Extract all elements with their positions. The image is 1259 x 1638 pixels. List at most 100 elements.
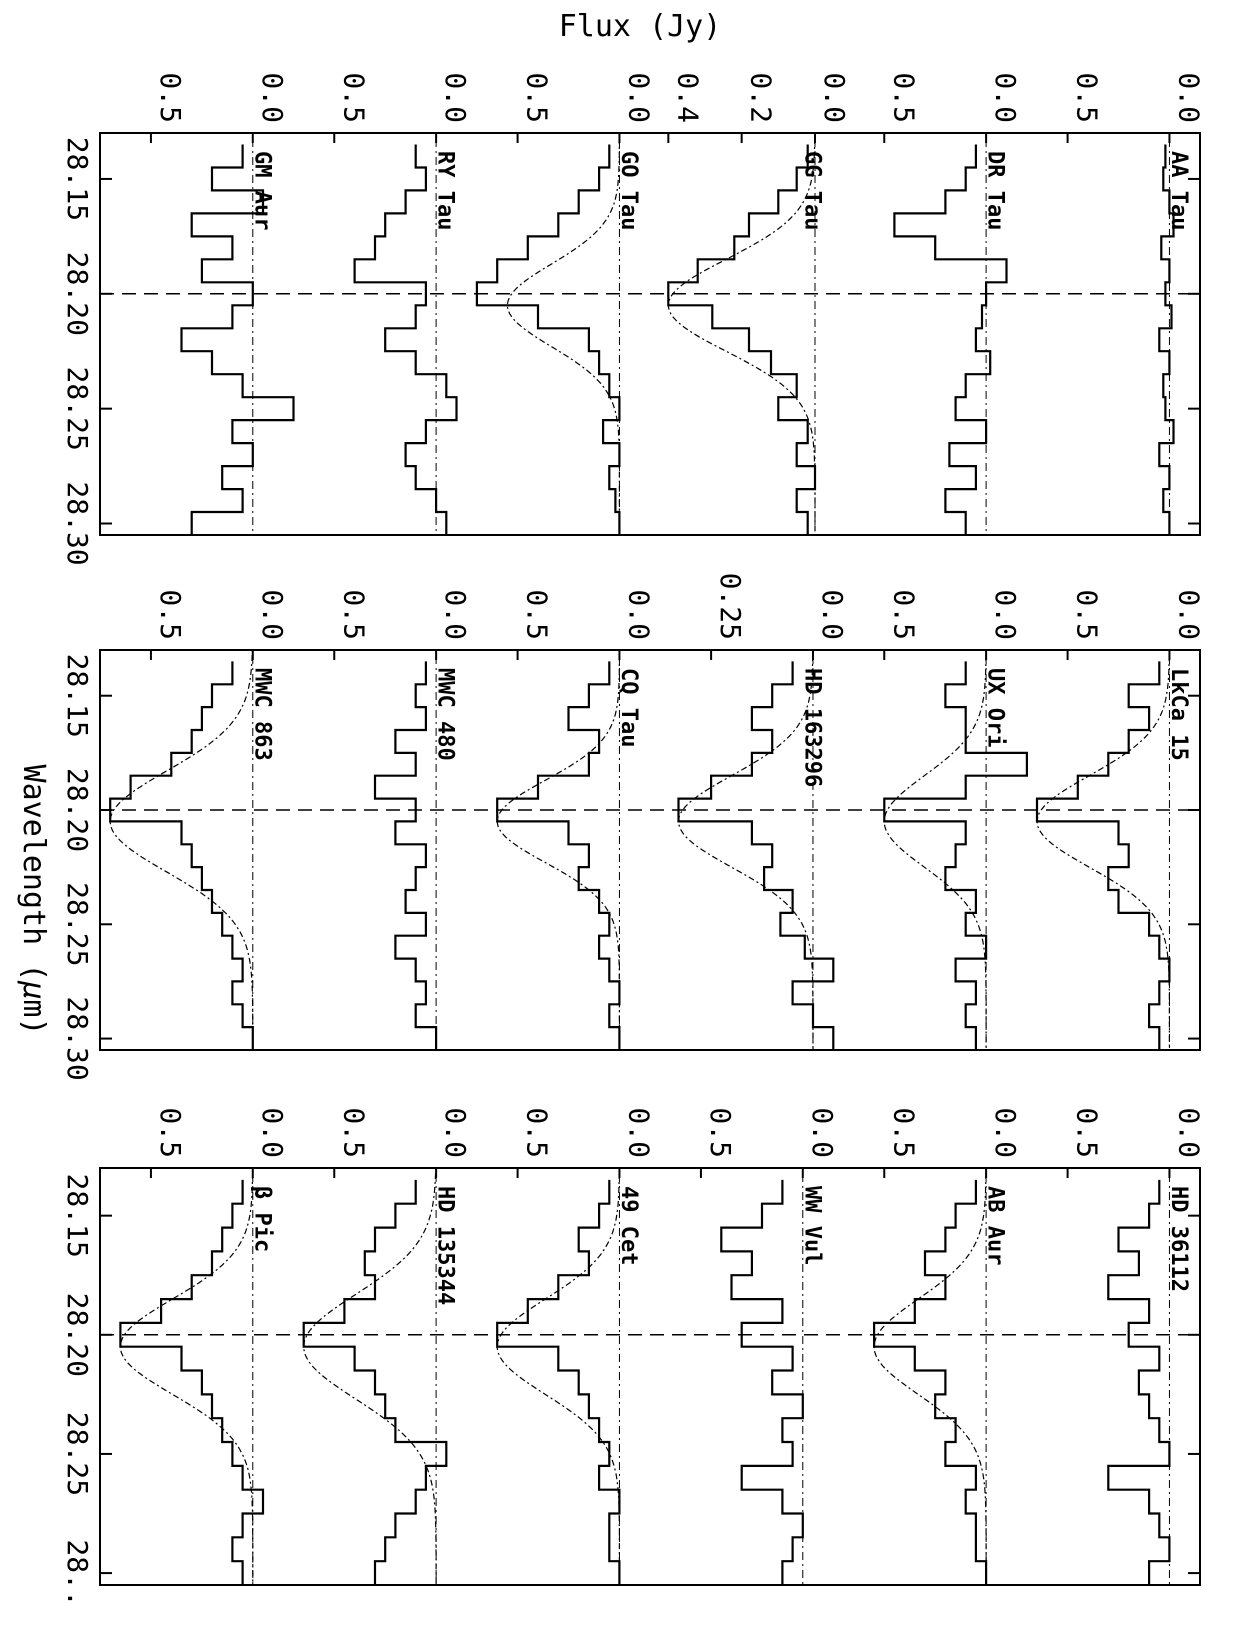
- flux-tick-label: 0.0: [1172, 1107, 1205, 1158]
- wave-tick-label: 28..: [61, 1539, 94, 1606]
- panel--pic: 0.0 0.5 β Pic: [119, 1107, 289, 1585]
- model-fit-line: [496, 1168, 620, 1585]
- spectrum-line: [302, 1179, 448, 1585]
- panel-hd-135344: 0.0 0.5 HD 135344: [302, 1107, 472, 1585]
- spectrum-line: [109, 661, 254, 1050]
- flux-tick-label: 0.0: [806, 1107, 839, 1158]
- panel-cq-tau: 0.0 0.5 CQ Tau: [496, 589, 655, 1050]
- flux-tick-label: 0.0: [1172, 72, 1205, 123]
- flux-tick-label: 0.4: [671, 72, 704, 123]
- flux-tick-label: 0.2: [745, 72, 778, 123]
- panel-name-label: RY Tau: [433, 151, 458, 230]
- model-fit-line: [506, 133, 620, 535]
- flux-tick-label: 0.5: [1071, 1107, 1104, 1158]
- flux-tick-label: 0.0: [256, 1107, 289, 1158]
- panel-name-label: 49 Cet: [616, 1186, 641, 1265]
- column-3: 28.15 28.20 28.25 28.. 0.0 0.5 HD 36112 0.0 0.5 A…: [61, 1107, 1205, 1606]
- panel-name-label: GO Tau: [616, 151, 641, 230]
- panel-mwc-480: 0.0 0.5 MWC 480: [333, 589, 472, 1050]
- flux-tick-label: 0.5: [521, 72, 554, 123]
- wave-tick-label: 28.25: [61, 882, 94, 966]
- column-frame: [99, 1167, 1201, 1586]
- flux-tick-label: 0.5: [154, 589, 187, 640]
- spectrum-line: [353, 144, 458, 535]
- flux-tick-label: 0.5: [337, 589, 370, 640]
- wave-tick-label: 28.15: [61, 137, 94, 221]
- flux-tick-label: 0.0: [439, 72, 472, 123]
- spectrum-line: [1035, 661, 1171, 1050]
- model-fit-line: [873, 1168, 987, 1585]
- flux-tick-label: 0.5: [887, 1107, 920, 1158]
- panel-name-label: UX Ori: [983, 668, 1008, 747]
- spectrum-line: [720, 1179, 804, 1585]
- panel-name-label: β Pic: [249, 1186, 274, 1252]
- flux-tick-label: 0.0: [989, 589, 1022, 640]
- flux-tick-label: 0.5: [337, 1107, 370, 1158]
- flux-tick-label: 0.0: [256, 589, 289, 640]
- flux-tick-label: 0.5: [154, 72, 187, 123]
- panel-hd-36112: 0.0 0.5 HD 36112: [1066, 1107, 1205, 1585]
- panel-name-label: WW Vul: [799, 1186, 824, 1265]
- panel-ab-aur: 0.0 0.5 AB Aur: [873, 1107, 1022, 1585]
- column-frame: [99, 649, 1201, 1051]
- flux-tick-label: 0.5: [704, 1107, 737, 1158]
- spectrum-line: [119, 1179, 265, 1585]
- spectrum-line: [667, 144, 817, 535]
- wave-tick-label: 28.20: [61, 252, 94, 336]
- flux-axis-title: Flux (Jy): [559, 9, 722, 44]
- spectrum-line: [883, 661, 1028, 1050]
- panel-gg-tau: 0.0 0.2 0.4 GG Tau: [667, 72, 851, 535]
- spectrum-line: [475, 144, 621, 535]
- panels-layer: 28.15 28.20 28.25 28.30 0.0 0.5 AA Tau 0.0 0.5 DR…: [61, 72, 1205, 1606]
- wave-tick-label: 28.25: [61, 1412, 94, 1496]
- model-fit-line: [1036, 650, 1170, 1050]
- spectrum-line: [180, 144, 295, 535]
- panel-mwc-863: 0.0 0.5 MWC 863: [109, 589, 289, 1050]
- spectrum-line: [893, 144, 1008, 535]
- column-2: 28.15 28.20 28.25 28.30 0.0 0.5 LkCa 15 0.0 0.5 U…: [61, 573, 1205, 1081]
- flux-tick-label: 0.5: [1071, 72, 1104, 123]
- panel-hd-163296: 0.0 0.25 HD 163296: [677, 573, 849, 1050]
- panel-name-label: GM Aur: [249, 151, 274, 230]
- model-fit-line: [119, 1167, 254, 1585]
- panel-name-label: AB Aur: [983, 1186, 1008, 1265]
- flux-tick-label: 0.5: [337, 72, 370, 123]
- spectrum-line: [873, 1179, 988, 1585]
- wavelength-title-unit: m): [16, 999, 51, 1035]
- model-fit-line: [667, 132, 816, 535]
- flux-tick-label: 0.0: [989, 72, 1022, 123]
- panel-name-label: MWC 863: [249, 668, 274, 761]
- panel-ry-tau: 0.0 0.5 RY Tau: [333, 72, 472, 535]
- flux-tick-label: 0.0: [816, 589, 849, 640]
- spectrum-line: [677, 661, 835, 1050]
- panel-ww-vul: 0.0 0.5 WW Vul: [699, 1107, 839, 1585]
- model-fit-line: [303, 1167, 437, 1585]
- panel-name-label: LkCa 15: [1166, 668, 1191, 761]
- flux-tick-label: 0.0: [622, 1107, 655, 1158]
- panel-name-label: DR Tau: [983, 151, 1008, 230]
- flux-tick-label: 0.0: [256, 72, 289, 123]
- spectrum-line: [1158, 144, 1175, 535]
- panel-lkca-15: 0.0 0.5 LkCa 15: [1035, 589, 1205, 1050]
- panel-name-label: HD 36112: [1166, 1186, 1191, 1292]
- wave-tick-label: 28.25: [61, 367, 94, 451]
- panel-name-label: AA Tau: [1166, 151, 1191, 230]
- panel-go-tau: 0.0 0.5 GO Tau: [475, 72, 655, 535]
- wave-tick-label: 28.20: [61, 1293, 94, 1377]
- flux-tick-label: 0.5: [887, 72, 920, 123]
- wave-tick-label: 28.15: [61, 654, 94, 738]
- wavelength-title-main: Wavelength (: [16, 765, 51, 982]
- flux-tick-label: 0.5: [154, 1107, 187, 1158]
- wave-tick-label: 28.20: [61, 768, 94, 852]
- wavelength-axis-title: Wavelength (μm): [16, 765, 51, 1036]
- spectrum-line: [496, 1179, 621, 1585]
- flux-tick-label: 0.5: [887, 589, 920, 640]
- flux-tick-label: 0.5: [521, 589, 554, 640]
- panel-name-label: HD 163296: [799, 668, 824, 787]
- panel-gm-aur: 0.0 0.5 GM Aur: [149, 72, 295, 535]
- panel-aa-tau: 0.0 0.5 AA Tau: [1066, 72, 1205, 535]
- model-fit-line: [678, 650, 814, 1050]
- model-fit-line: [109, 649, 254, 1050]
- model-fit-line: [883, 650, 987, 1050]
